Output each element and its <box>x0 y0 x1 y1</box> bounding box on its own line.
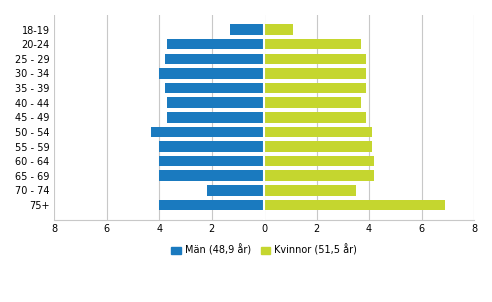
Bar <box>264 68 367 79</box>
Bar <box>264 53 367 64</box>
Bar <box>264 127 371 137</box>
Bar <box>230 24 264 35</box>
Bar <box>167 98 264 108</box>
Bar <box>264 24 293 35</box>
Bar <box>159 171 264 181</box>
Bar <box>264 112 367 123</box>
Bar <box>264 185 356 196</box>
Bar <box>159 200 264 210</box>
Bar <box>264 171 374 181</box>
Bar <box>207 185 264 196</box>
Bar <box>264 39 361 50</box>
Bar <box>165 83 264 93</box>
Bar <box>264 141 371 152</box>
Bar <box>167 112 264 123</box>
Bar <box>264 83 367 93</box>
Bar <box>159 141 264 152</box>
Bar <box>167 39 264 50</box>
Bar <box>159 156 264 166</box>
Bar <box>159 68 264 79</box>
Bar <box>264 200 445 210</box>
Legend: Män (48,9 år), Kvinnor (51,5 år): Män (48,9 år), Kvinnor (51,5 år) <box>167 240 361 260</box>
Bar <box>264 156 374 166</box>
Bar <box>165 53 264 64</box>
Bar <box>264 98 361 108</box>
Bar <box>152 127 264 137</box>
